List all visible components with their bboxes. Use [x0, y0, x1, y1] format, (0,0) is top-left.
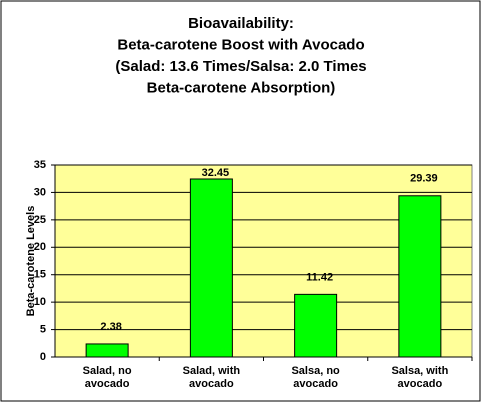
bar: [398, 195, 442, 358]
data-label: 32.45: [202, 167, 230, 179]
bar: [294, 293, 338, 358]
y-tick-label: 0: [40, 351, 46, 363]
y-tick-label: 25: [34, 214, 46, 226]
y-tick-label: 5: [40, 323, 46, 335]
x-tick-label: Salad, with avocado: [183, 365, 241, 390]
chart-title: Beta-carotene Boost with Avocado: [117, 36, 364, 53]
y-tick-label: 35: [34, 159, 46, 171]
y-tick-label: 15: [34, 269, 46, 281]
data-label: 2.38: [100, 321, 121, 333]
y-tick-label: 30: [34, 186, 46, 198]
data-label: 29.39: [410, 173, 438, 185]
data-label: 11.42: [306, 271, 333, 283]
chart-title: (Salad: 13.6 Times/Salsa: 2.0 Times: [115, 58, 366, 75]
x-tick-label: Salsa, with avocado: [391, 365, 448, 390]
x-tick-label: Salad, no avocado: [83, 365, 132, 390]
chart-title: Beta-carotene Absorption): [147, 79, 336, 96]
chart-title: Bioavailability:: [188, 15, 294, 32]
bar: [189, 178, 233, 358]
y-tick-label: 10: [34, 296, 46, 308]
bar: [85, 343, 129, 358]
x-tick-label: Salsa, no avocado: [291, 365, 340, 390]
y-axis-label: Beta-carotene Levels: [25, 206, 37, 317]
y-tick-label: 20: [34, 241, 46, 253]
